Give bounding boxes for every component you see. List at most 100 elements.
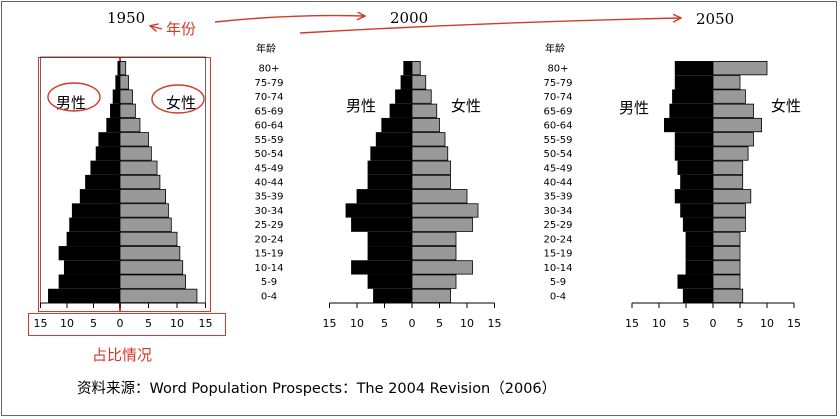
bar-2000-male-5-9 xyxy=(367,274,413,289)
bar-1950-female-45-49 xyxy=(119,160,158,175)
age-label-35-39: 35-39 xyxy=(543,192,572,203)
bar-1950-female-65-69 xyxy=(119,103,136,118)
age-label-25-29: 25-29 xyxy=(254,220,283,231)
x-tick-label-1950: 0 xyxy=(117,317,124,330)
bar-2050-male-0-4 xyxy=(682,288,714,303)
age-label-45-49: 45-49 xyxy=(543,163,572,174)
age-label-50-54: 50-54 xyxy=(543,149,572,160)
bar-1950-male-40-44 xyxy=(85,174,121,190)
x-tick-label-1950: 10 xyxy=(60,317,74,330)
bar-2050-male-10-14 xyxy=(685,260,714,275)
bar-1950-female-35-39 xyxy=(119,189,166,204)
bar-2000-female-80+ xyxy=(411,61,421,76)
bar-2000-male-60-64 xyxy=(381,117,413,133)
bar-2050-male-75-79 xyxy=(674,75,714,90)
age-label-45-49: 45-49 xyxy=(254,163,283,174)
bar-2050-female-30-34 xyxy=(712,203,746,218)
bar-2000-female-65-69 xyxy=(411,103,438,118)
bar-2000-female-20-24 xyxy=(411,231,457,247)
age-label-60-64: 60-64 xyxy=(543,121,572,132)
bar-2050-female-50-54 xyxy=(712,146,749,161)
year-label-1950: 1950 xyxy=(107,9,146,27)
age-label-70-74: 70-74 xyxy=(543,92,572,103)
x-tick-label-2000: 15 xyxy=(323,317,337,330)
bar-1950-female-20-24 xyxy=(119,231,178,247)
age-label-35-39: 35-39 xyxy=(254,192,283,203)
x-tick-label-1950: 15 xyxy=(199,317,213,330)
bar-1950-female-25-29 xyxy=(119,217,172,232)
bar-2050-female-60-64 xyxy=(712,117,762,133)
bar-2050-male-50-54 xyxy=(674,146,714,161)
x-tick-label-2050: 15 xyxy=(787,317,801,330)
x-tick-label-1950: 5 xyxy=(90,317,97,330)
bar-2000-male-25-29 xyxy=(351,217,413,232)
x-tick-label-2050: 15 xyxy=(625,317,639,330)
bar-2000-female-40-44 xyxy=(411,174,451,190)
x-tick-label-2050: 10 xyxy=(760,317,774,330)
bar-2050-male-55-59 xyxy=(674,132,714,147)
bar-2050-female-75-79 xyxy=(712,75,741,90)
bar-2050-male-45-49 xyxy=(677,160,714,175)
age-label-10-14: 10-14 xyxy=(254,263,283,274)
female-label-1950: 女性 xyxy=(166,94,197,112)
male-label-circle xyxy=(47,82,101,112)
bar-2000-female-5-9 xyxy=(411,274,457,289)
bar-1950-female-15-19 xyxy=(119,246,181,261)
x-tick-label-2000: 10 xyxy=(350,317,364,330)
bar-2000-male-45-49 xyxy=(367,160,413,175)
year-label-2050: 2050 xyxy=(696,10,735,28)
x-tick-label-2050: 0 xyxy=(710,317,717,330)
bar-2050-female-80+ xyxy=(712,61,768,76)
bar-2000-male-20-24 xyxy=(367,231,413,247)
bar-2050-male-65-69 xyxy=(669,103,714,118)
male-label-2050: 男性 xyxy=(619,99,650,117)
x-tick-label-2050: 5 xyxy=(683,317,690,330)
bar-2000-male-30-34 xyxy=(345,203,413,218)
age-label-80+: 80+ xyxy=(547,64,568,75)
bar-2050-female-10-14 xyxy=(712,260,741,275)
bar-1950-male-25-29 xyxy=(69,217,121,232)
age-label-75-79: 75-79 xyxy=(543,78,572,89)
male-label-2000: 男性 xyxy=(346,97,377,115)
bar-2000-male-75-79 xyxy=(400,75,413,90)
age-label-55-59: 55-59 xyxy=(254,135,283,146)
bar-1950-male-5-9 xyxy=(58,274,121,289)
x-tick-label-1950: 5 xyxy=(145,317,152,330)
bar-2050-male-40-44 xyxy=(680,174,714,190)
bar-2050-female-25-29 xyxy=(712,217,746,232)
bar-1950-female-5-9 xyxy=(119,274,186,289)
plot-frame-1950 xyxy=(40,56,206,304)
age-label-0-4: 0-4 xyxy=(261,291,277,302)
arrow-to-1950 xyxy=(151,26,163,29)
bar-2000-male-70-74 xyxy=(395,89,413,104)
x-tick-label-1950: 10 xyxy=(170,317,184,330)
arrow-to-2000 xyxy=(214,16,364,23)
age-header-1: 年龄 xyxy=(256,44,276,55)
bar-2050-female-45-49 xyxy=(712,160,744,175)
female-label-2000: 女性 xyxy=(451,97,482,115)
bar-2000-female-45-49 xyxy=(411,160,451,175)
bar-2000-female-55-59 xyxy=(411,132,446,147)
bar-1950-female-80+ xyxy=(119,61,127,76)
age-label-65-69: 65-69 xyxy=(543,106,572,117)
bar-2050-male-60-64 xyxy=(664,117,714,133)
bar-2050-male-20-24 xyxy=(685,231,714,247)
bar-2050-male-80+ xyxy=(674,61,714,76)
arrow-to-2050 xyxy=(299,18,680,34)
bar-2050-female-40-44 xyxy=(712,174,744,190)
age-label-75-79: 75-79 xyxy=(254,78,283,89)
bar-2000-male-15-19 xyxy=(367,246,413,261)
bar-1950-male-15-19 xyxy=(58,246,121,261)
year-annotation: 年份 xyxy=(166,20,197,38)
age-label-30-34: 30-34 xyxy=(543,206,572,217)
bar-2000-male-40-44 xyxy=(367,174,413,190)
bar-2000-female-30-34 xyxy=(411,203,479,218)
bar-2050-female-0-4 xyxy=(712,288,744,303)
age-label-50-54: 50-54 xyxy=(254,149,283,160)
bar-1950-male-35-39 xyxy=(79,189,121,204)
x-tick-label-2050: 10 xyxy=(652,317,666,330)
bar-1950-female-75-79 xyxy=(119,75,129,90)
bar-2050-female-70-74 xyxy=(712,89,746,104)
bar-1950-male-50-54 xyxy=(95,146,121,161)
